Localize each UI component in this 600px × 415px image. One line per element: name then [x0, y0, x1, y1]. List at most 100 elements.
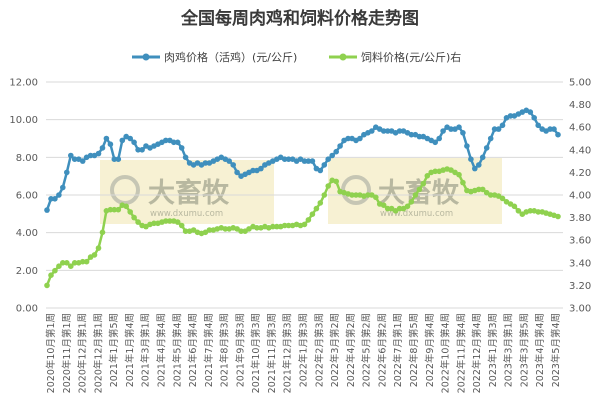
x-tick-label: 2020年12月第1周: [77, 313, 89, 393]
data-point: [456, 171, 462, 178]
watermark-url: www.dxumu.com: [380, 209, 453, 219]
data-point: [515, 208, 522, 214]
data-point: [476, 186, 482, 193]
data-point: [178, 145, 185, 151]
x-tick-label: 2022年6月第2周: [376, 313, 388, 387]
x-axis: 2020年10月第1周 2020年11月第1周 2020年12月第1周 2020年12…: [45, 313, 562, 393]
data-point: [56, 263, 62, 270]
watermark-brand: 大畜牧: [148, 177, 230, 209]
watermark-logo-icon: [341, 175, 371, 205]
data-point: [111, 156, 118, 162]
data-point: [301, 158, 308, 164]
data-point: [479, 154, 486, 161]
data-point: [234, 169, 240, 176]
data-point: [174, 219, 181, 225]
x-tick-label: 2022年7月第1周: [392, 313, 404, 387]
data-point: [115, 156, 122, 162]
data-point: [270, 223, 276, 230]
data-point: [79, 258, 86, 265]
x-tick-label: 2022年4月第2周: [345, 313, 357, 387]
data-point: [487, 192, 494, 198]
data-point: [60, 260, 66, 266]
y-right-tick-label: 4.40: [569, 145, 591, 156]
data-point: [103, 135, 110, 142]
y-right-tick-label: 5.00: [569, 78, 591, 89]
x-tick-label: 2021年10月第3周: [250, 313, 262, 393]
legend-marker-chicken: [142, 53, 150, 61]
x-tick-label: 2021年4月第4周: [155, 313, 167, 387]
legend-label-chicken: 肉鸡价格（活鸡）(元/公斤): [164, 50, 297, 64]
data-point: [321, 192, 328, 198]
data-point: [56, 192, 62, 198]
x-tick-label: 2023年4月第4周: [534, 313, 546, 387]
data-point: [71, 260, 78, 266]
watermark-left: 大畜牧 www.dxumu.com: [100, 160, 274, 224]
data-point: [369, 128, 375, 134]
x-tick-label: 2020年12月第1周: [92, 313, 104, 393]
data-point: [345, 135, 351, 142]
data-point: [64, 169, 70, 176]
data-point: [476, 162, 482, 168]
data-point: [531, 115, 537, 121]
data-point: [174, 139, 181, 146]
chart-title: 全国每周肉鸡和饲料价格走势图: [180, 8, 419, 29]
data-point: [95, 150, 102, 157]
data-point: [111, 206, 118, 213]
data-point: [333, 178, 340, 185]
data-point: [222, 226, 229, 232]
data-point: [373, 194, 379, 201]
data-point: [91, 252, 98, 258]
data-point: [440, 128, 446, 134]
data-point: [555, 131, 561, 138]
x-tick-label: 2022年2月第3周: [313, 313, 325, 387]
y-right-tick-label: 4.00: [569, 191, 591, 202]
y-left-tick-label: 0.00: [16, 304, 38, 315]
data-point: [555, 213, 561, 220]
x-tick-label: 2021年3月第1周: [140, 313, 152, 387]
data-point: [396, 205, 403, 212]
data-point: [380, 128, 387, 134]
data-point: [483, 145, 490, 151]
data-point: [230, 162, 236, 168]
x-tick-label: 2021年5月第4周: [171, 313, 183, 387]
data-point: [107, 206, 114, 213]
x-tick-label: 2022年8月第5周: [408, 313, 420, 387]
y-right-tick-label: 4.20: [569, 168, 591, 179]
x-tick-label: 2022年12月第4周: [471, 313, 483, 393]
x-tick-label: 2023年5月第4周: [550, 313, 562, 387]
data-point: [135, 219, 141, 225]
data-point: [313, 205, 320, 212]
data-point: [127, 209, 133, 215]
data-point: [460, 130, 466, 136]
legend-label-feed: 饲料价格(元/公斤)右: [361, 50, 461, 64]
data-point: [365, 192, 371, 198]
data-point: [551, 126, 557, 132]
data-point: [178, 222, 185, 229]
data-point: [238, 228, 244, 234]
data-point: [44, 282, 50, 289]
x-tick-label: 2023年1月第3周: [487, 313, 499, 387]
data-point: [95, 245, 102, 251]
data-point: [353, 192, 359, 198]
data-point: [325, 183, 332, 189]
series-chicken: [44, 107, 561, 213]
data-point: [167, 218, 173, 224]
data-point: [79, 158, 86, 164]
data-point: [131, 214, 137, 221]
data-point: [472, 165, 478, 172]
data-point: [491, 126, 498, 132]
data-point: [52, 267, 58, 274]
data-point: [83, 258, 90, 265]
legend-marker-feed: [339, 53, 347, 61]
data-point: [499, 195, 506, 202]
data-point: [182, 154, 189, 161]
x-tick-label: 2021年7月第4周: [203, 313, 215, 387]
x-tick-label: 2022年1月第3周: [298, 313, 310, 387]
data-point: [337, 143, 343, 149]
y-axis-left: 0.00 2.00 4.00 6.00 8.00 10.00 12.00: [9, 78, 38, 315]
x-tick-label: 2023年3月第1周: [503, 313, 515, 387]
data-point: [281, 156, 288, 162]
data-point: [325, 156, 332, 162]
